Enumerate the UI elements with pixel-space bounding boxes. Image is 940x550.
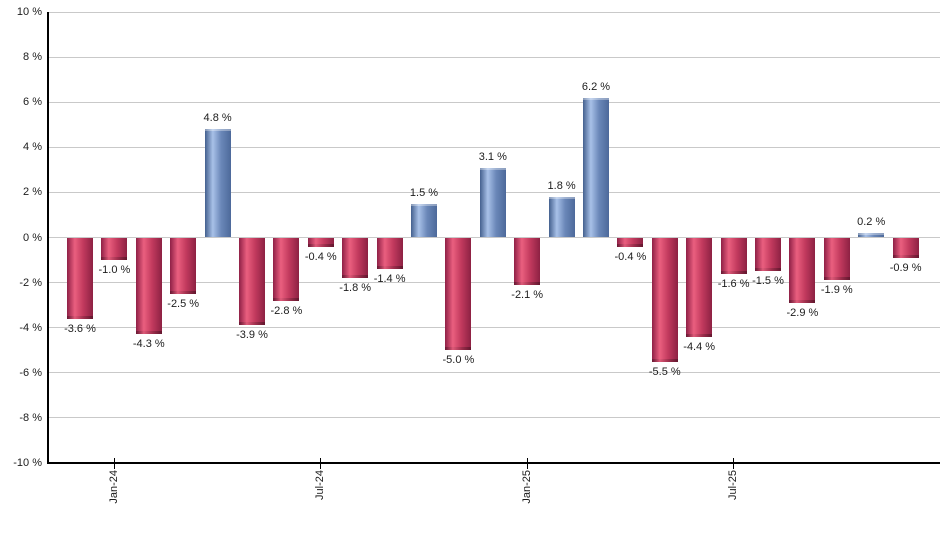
- bar: [411, 203, 437, 238]
- bar-value-label: 0.2 %: [857, 215, 886, 228]
- bar: [307, 237, 334, 247]
- bar-value-label: -1.4 %: [373, 273, 406, 286]
- bar: [686, 237, 713, 337]
- x-tick-label: Jul-24: [314, 470, 327, 500]
- bar: [135, 237, 162, 335]
- bar-value-label: -0.9 %: [889, 261, 922, 274]
- bar-value-label: 3.1 %: [478, 150, 507, 163]
- bar: [239, 237, 265, 326]
- bar: [892, 237, 919, 259]
- bar-value-label: -5.0 %: [442, 354, 475, 367]
- bar-value-label: -5.5 %: [648, 365, 681, 378]
- bar: [342, 237, 369, 279]
- bar-value-label: 6.2 %: [581, 80, 611, 93]
- bar-value-label: -4.4 %: [683, 340, 716, 353]
- y-tick-label: -2 %: [19, 276, 42, 289]
- y-tick-label: 10 %: [16, 6, 42, 18]
- y-grid-line: [48, 146, 940, 148]
- x-tick-label: Jan-25: [520, 470, 533, 504]
- bar-value-label: -2.5 %: [167, 297, 200, 310]
- y-grid-line: [48, 11, 940, 13]
- bar-value-label: -3.6 %: [64, 322, 96, 335]
- bar-value-label: -2.9 %: [786, 306, 819, 319]
- y-tick-label: 2 %: [23, 186, 42, 199]
- x-tick-label: Jan-24: [107, 470, 120, 504]
- y-tick-label: 6 %: [23, 96, 42, 109]
- bar: [445, 237, 472, 351]
- bar: [789, 237, 816, 304]
- y-tick-label: 0 %: [23, 231, 42, 244]
- bar: [273, 237, 300, 301]
- y-grid-line: [48, 282, 940, 284]
- y-grid-line: [48, 327, 940, 329]
- y-tick-label: 8 %: [23, 51, 42, 64]
- y-grid-line: [48, 56, 940, 58]
- bar: [617, 237, 644, 247]
- bar-value-label: -3.9 %: [236, 329, 268, 342]
- y-tick-label: 4 %: [23, 141, 42, 154]
- bar: [583, 97, 609, 238]
- bar-value-label: -1.0 %: [98, 264, 131, 277]
- bar: [479, 167, 506, 238]
- bar-value-label: -2.8 %: [270, 304, 303, 317]
- bar: [858, 232, 885, 238]
- bar-value-label: -2.1 %: [511, 288, 544, 301]
- bar: [204, 129, 231, 238]
- bar-value-label: -4.3 %: [132, 338, 165, 351]
- bar-value-label: -1.6 %: [717, 277, 750, 290]
- bar: [755, 237, 781, 272]
- bar-value-label: -1.5 %: [752, 275, 784, 288]
- bar: [376, 237, 403, 270]
- bar-value-label: 1.5 %: [409, 186, 439, 199]
- bar-value-label: -0.4 %: [304, 250, 337, 263]
- y-tick-label: -4 %: [19, 321, 42, 334]
- bar-value-label: -0.4 %: [614, 250, 647, 263]
- bar: [101, 237, 128, 261]
- y-tick-label: -6 %: [19, 366, 42, 379]
- y-axis-line: [47, 12, 49, 464]
- x-tick-label: Jul-25: [727, 470, 740, 500]
- bar: [170, 237, 197, 295]
- x-axis-line: [47, 462, 940, 464]
- bar: [823, 237, 850, 281]
- bar: [548, 196, 575, 238]
- bar-value-label: -1.8 %: [339, 282, 372, 295]
- y-grid-line: [48, 417, 940, 419]
- y-grid-line: [48, 101, 940, 103]
- y-tick-label: -8 %: [19, 411, 42, 424]
- bar: [67, 237, 93, 319]
- bar: [720, 237, 747, 274]
- bar-value-label: 1.8 %: [547, 179, 576, 192]
- bar-value-label: 4.8 %: [203, 112, 232, 125]
- bar: [514, 237, 541, 286]
- y-grid-line: [48, 237, 940, 238]
- bar-value-label: -1.9 %: [820, 284, 853, 297]
- bar: [651, 237, 678, 362]
- y-grid-line: [48, 372, 940, 374]
- y-tick-label: -10 %: [13, 457, 42, 469]
